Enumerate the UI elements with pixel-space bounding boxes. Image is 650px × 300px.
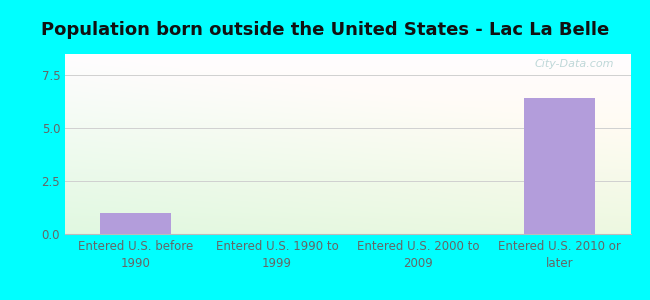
Text: Population born outside the United States - Lac La Belle: Population born outside the United State… [41,21,609,39]
Bar [100,213,171,234]
Text: City-Data.com: City-Data.com [534,59,614,69]
Bar [525,98,595,234]
